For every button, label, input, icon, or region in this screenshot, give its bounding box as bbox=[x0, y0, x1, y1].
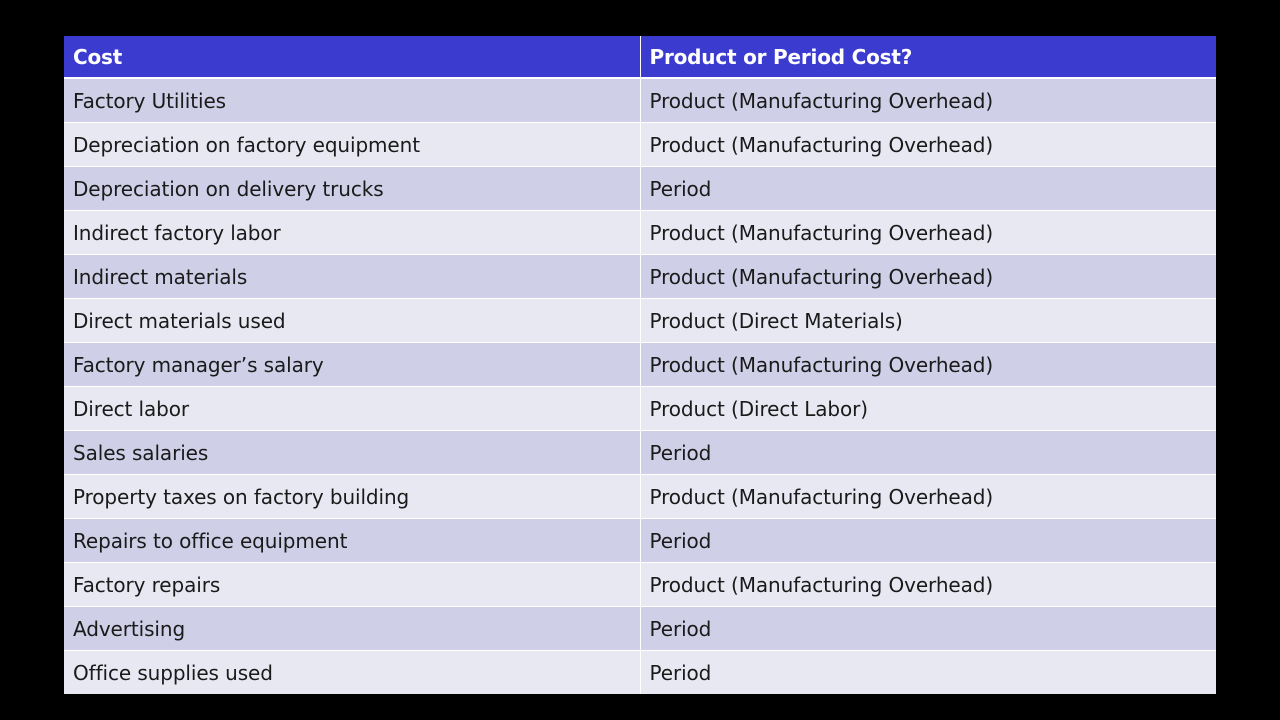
table-row: Factory repairs Product (Manufacturing Ov… bbox=[64, 562, 1216, 607]
classification-cell: Product (Direct Materials) bbox=[639, 298, 1216, 343]
cost-cell: Repairs to office equipment bbox=[64, 518, 640, 563]
cost-cell: Factory Utilities bbox=[64, 78, 640, 123]
cost-cell: Indirect materials bbox=[64, 254, 640, 299]
cost-cell: Advertising bbox=[64, 606, 640, 651]
header-product-or-period: Product or Period Cost? bbox=[639, 36, 1216, 79]
table-row: Advertising Period bbox=[64, 606, 1216, 651]
cost-cell: Sales salaries bbox=[64, 430, 640, 475]
cost-cell: Depreciation on delivery trucks bbox=[64, 166, 640, 211]
classification-cell: Period bbox=[639, 166, 1216, 211]
table-row: Sales salaries Period bbox=[64, 430, 1216, 475]
classification-cell: Product (Manufacturing Overhead) bbox=[639, 474, 1216, 519]
cost-cell: Office supplies used bbox=[64, 650, 640, 694]
classification-cell: Period bbox=[639, 518, 1216, 563]
table-row: Factory manager’s salary Product (Manufac… bbox=[64, 342, 1216, 387]
classification-cell: Product (Manufacturing Overhead) bbox=[639, 254, 1216, 299]
cost-cell: Property taxes on factory building bbox=[64, 474, 640, 519]
classification-cell: Period bbox=[639, 430, 1216, 475]
classification-cell: Product (Direct Labor) bbox=[639, 386, 1216, 431]
table-row: Repairs to office equipment Period bbox=[64, 518, 1216, 563]
table-row: Office supplies used Period bbox=[64, 650, 1216, 694]
cost-cell: Indirect factory labor bbox=[64, 210, 640, 255]
table-body: Factory Utilities Product (Manufacturing … bbox=[64, 78, 1216, 694]
cost-cell: Depreciation on factory equipment bbox=[64, 122, 640, 167]
classification-cell: Product (Manufacturing Overhead) bbox=[639, 78, 1216, 123]
cost-cell: Direct materials used bbox=[64, 298, 640, 343]
classification-cell: Period bbox=[639, 650, 1216, 694]
classification-cell: Product (Manufacturing Overhead) bbox=[639, 122, 1216, 167]
table-row: Depreciation on factory equipment Product… bbox=[64, 122, 1216, 167]
table-row: Property taxes on factory building Produc… bbox=[64, 474, 1216, 519]
table-header-row: Cost Product or Period Cost? bbox=[64, 36, 1216, 79]
cost-classification-table: Cost Product or Period Cost? Factory Uti… bbox=[64, 36, 1216, 694]
classification-cell: Product (Manufacturing Overhead) bbox=[639, 210, 1216, 255]
cost-cell: Factory manager’s salary bbox=[64, 342, 640, 387]
header-cost: Cost bbox=[64, 36, 640, 79]
table-row: Direct materials used Product (Direct Mat… bbox=[64, 298, 1216, 343]
cost-cell: Factory repairs bbox=[64, 562, 640, 607]
table-row: Indirect factory labor Product (Manufactu… bbox=[64, 210, 1216, 255]
classification-cell: Period bbox=[639, 606, 1216, 651]
table-row: Depreciation on delivery trucks Period bbox=[64, 166, 1216, 211]
classification-cell: Product (Manufacturing Overhead) bbox=[639, 562, 1216, 607]
classification-cell: Product (Manufacturing Overhead) bbox=[639, 342, 1216, 387]
cost-cell: Direct labor bbox=[64, 386, 640, 431]
table-row: Direct labor Product (Direct Labor) bbox=[64, 386, 1216, 431]
table-row: Indirect materials Product (Manufacturing… bbox=[64, 254, 1216, 299]
table-row: Factory Utilities Product (Manufacturing … bbox=[64, 78, 1216, 123]
